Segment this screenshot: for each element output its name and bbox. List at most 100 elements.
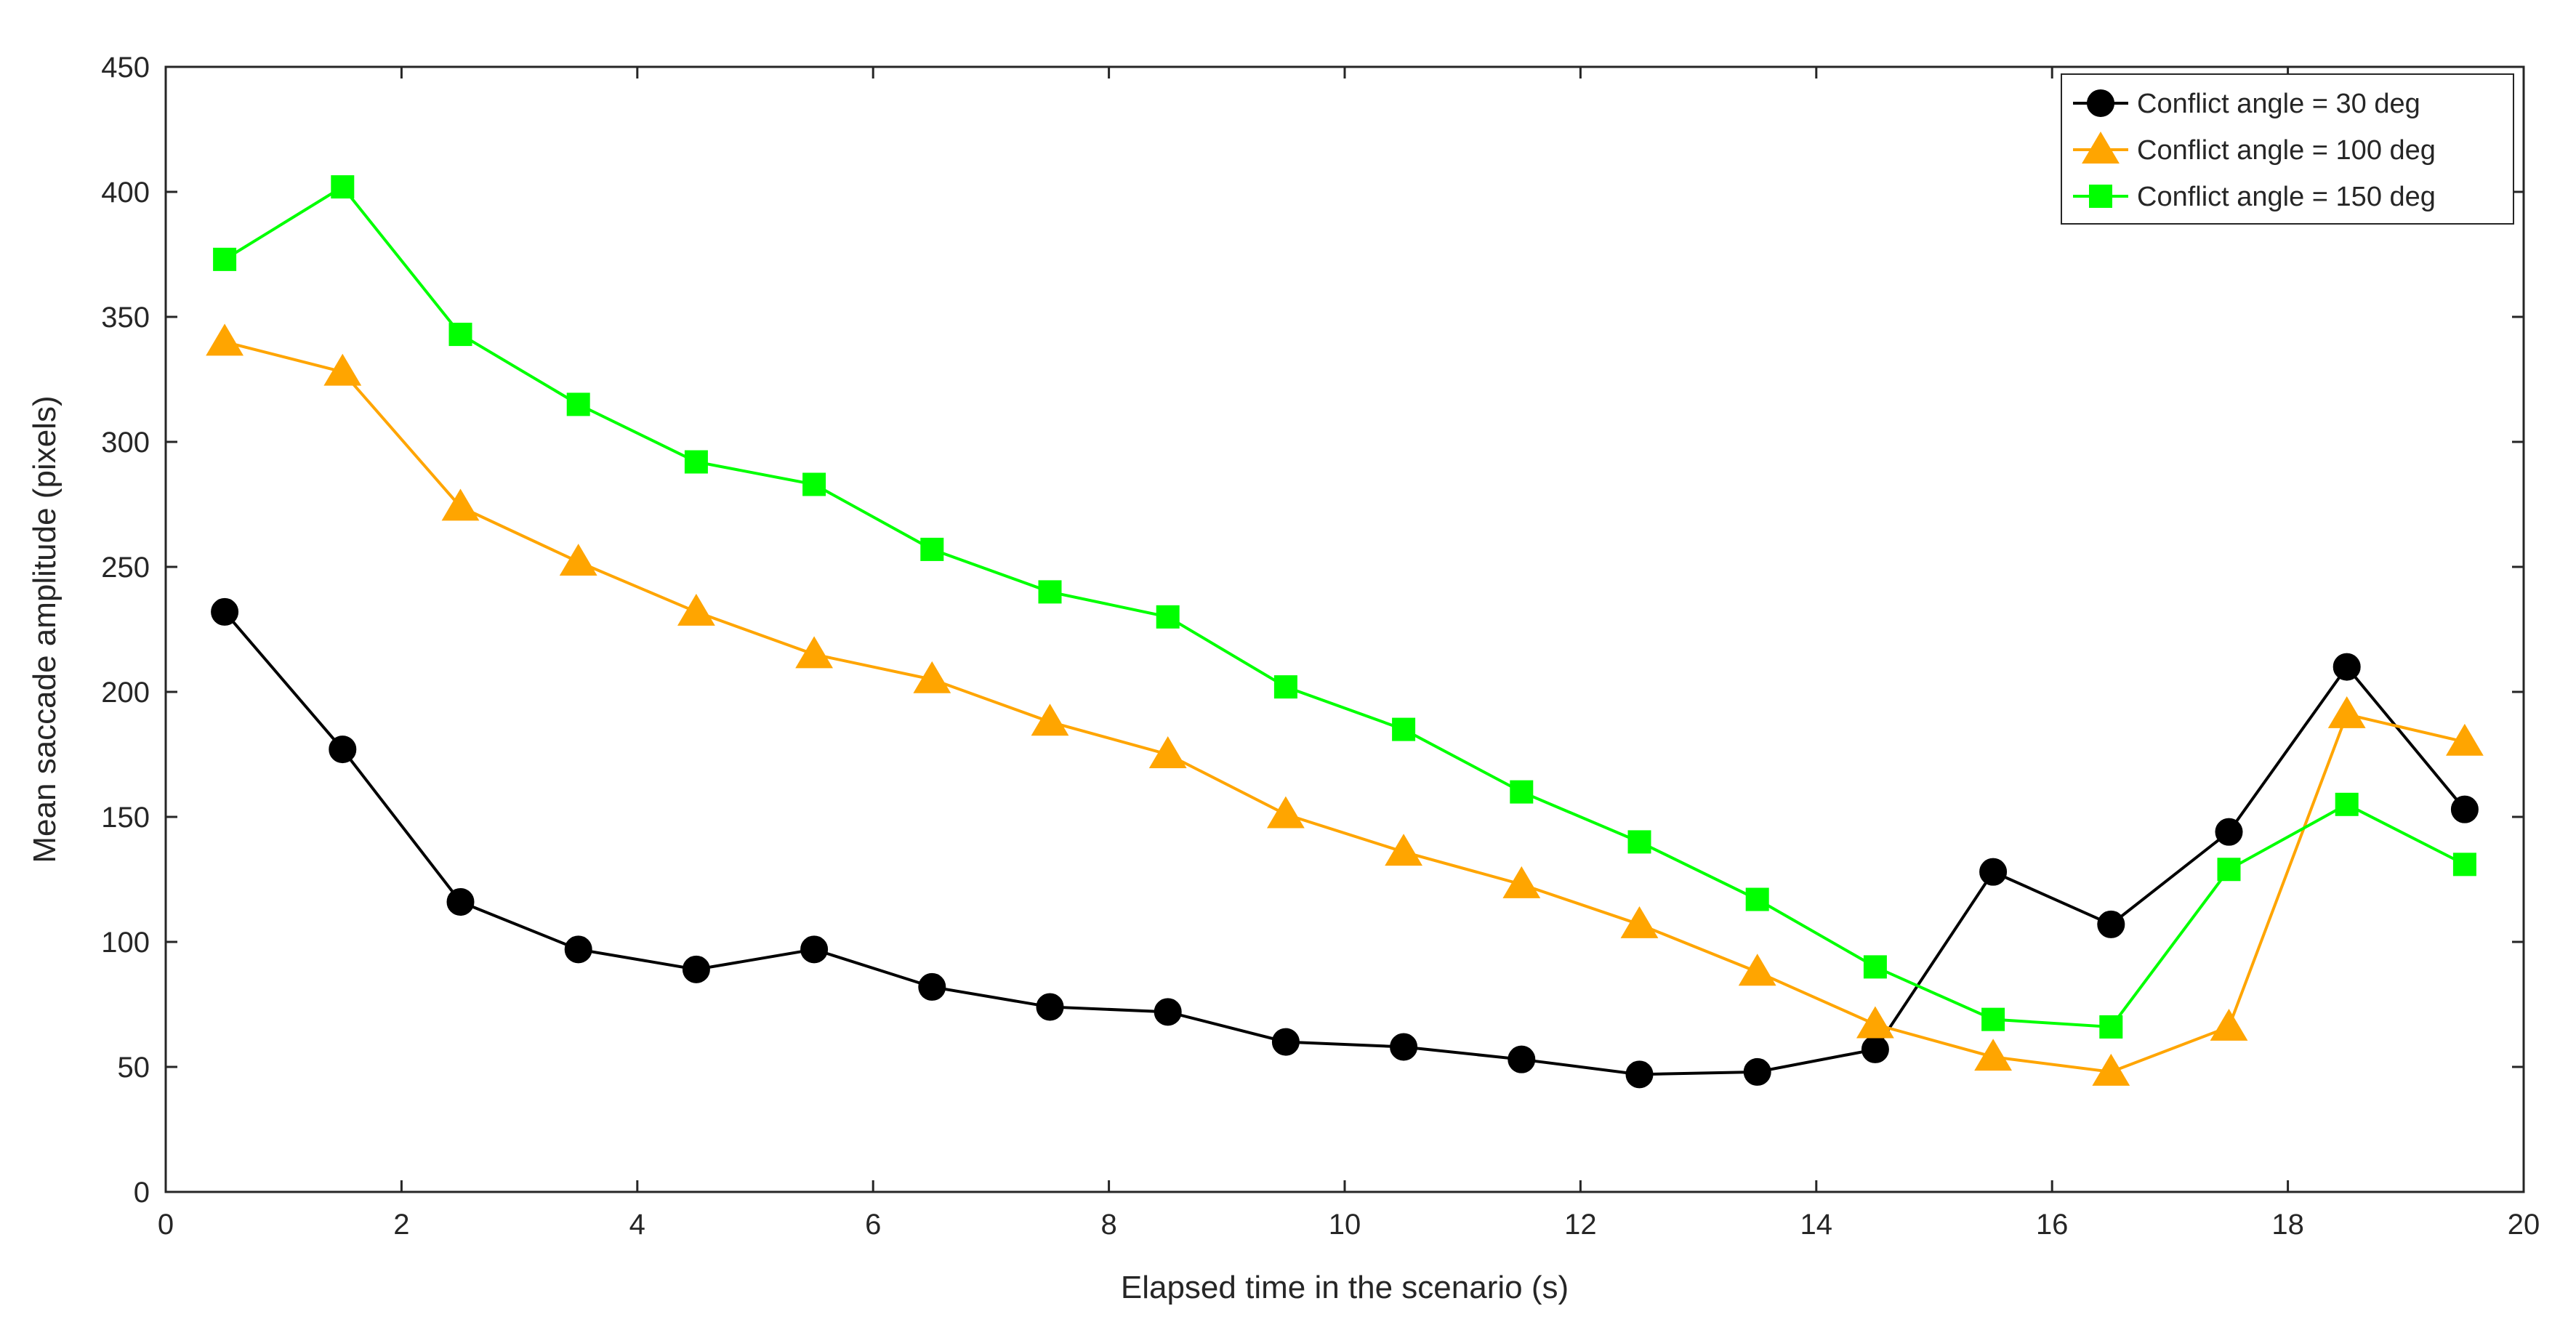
data-point: [1861, 1035, 1889, 1063]
x-tick-label: 14: [1800, 1209, 1833, 1241]
data-point: [2097, 910, 2125, 938]
data-point: [1625, 1060, 1654, 1089]
data-point: [1385, 834, 1423, 866]
x-tick-label: 4: [629, 1209, 645, 1241]
y-tick-label: 50: [118, 1052, 150, 1084]
data-point: [1038, 580, 1062, 604]
data-point: [323, 353, 362, 386]
series-line: [223, 610, 2466, 1076]
legend-box: [2061, 73, 2514, 225]
legend-label: Conflict angle = 30 deg: [2137, 89, 2420, 119]
data-point: [913, 661, 951, 693]
series-layer: [206, 175, 2484, 1089]
data-point: [1745, 887, 1769, 911]
data-point: [213, 247, 237, 271]
data-point: [559, 544, 597, 576]
data-point: [1627, 830, 1651, 854]
y-tick-label: 250: [101, 552, 150, 584]
data-point: [211, 597, 239, 626]
data-point: [2327, 696, 2366, 728]
data-point: [2217, 858, 2241, 882]
x-tick-label: 18: [2271, 1209, 2304, 1241]
data-point: [2335, 792, 2359, 816]
y-tick-label: 400: [101, 177, 150, 209]
data-point: [331, 175, 355, 199]
data-point: [1979, 858, 2008, 886]
data-point: [918, 972, 946, 1001]
y-tick-label: 0: [134, 1177, 150, 1209]
x-tick-label: 20: [2508, 1209, 2540, 1241]
y-tick-label: 100: [101, 927, 150, 959]
data-point: [802, 472, 826, 496]
data-point: [1510, 780, 1534, 804]
data-point: [1974, 1039, 2013, 1071]
x-tick-label: 0: [158, 1209, 174, 1241]
data-point: [1273, 675, 1297, 699]
data-point: [1743, 1057, 1771, 1086]
data-point: [2450, 795, 2479, 823]
data-point: [1856, 1006, 1894, 1039]
axes: 0 2 4 6 8 10 12 14 16 18 2005010015020025030035040…: [101, 52, 2540, 1241]
x-tick-label: 10: [1329, 1209, 1361, 1241]
data-point: [2099, 1015, 2123, 1039]
legend-marker: [2082, 132, 2120, 164]
data-point: [1036, 993, 1064, 1021]
y-tick-label: 150: [101, 802, 150, 834]
data-point: [2333, 653, 2361, 681]
legend-marker: [2087, 89, 2114, 117]
data-point: [564, 935, 592, 964]
data-point: [800, 935, 829, 964]
data-point: [1031, 704, 1069, 736]
y-axis-title: Mean saccade amplitude (pixels): [27, 395, 63, 863]
x-tick-label: 12: [1564, 1209, 1597, 1241]
data-point: [1266, 796, 1305, 829]
series-line: [224, 340, 2466, 1073]
data-point: [1156, 605, 1180, 629]
series-0: [211, 597, 2479, 1089]
data-point: [684, 450, 708, 474]
data-point: [329, 736, 357, 764]
data-point: [1620, 906, 1659, 938]
series-line: [224, 185, 2466, 1029]
data-point: [448, 323, 472, 347]
legend-label: Conflict angle = 100 deg: [2137, 135, 2436, 166]
data-point: [1271, 1028, 1300, 1056]
data-point: [2092, 1053, 2130, 1086]
data-point: [2210, 1008, 2248, 1041]
data-point: [1148, 736, 1187, 768]
legend-marker: [2089, 185, 2112, 208]
data-point: [1502, 866, 1541, 898]
data-point: [1981, 1007, 2005, 1031]
data-point: [2445, 723, 2484, 756]
data-point: [677, 593, 715, 626]
data-point: [2215, 818, 2243, 846]
x-tick-label: 8: [1100, 1209, 1116, 1241]
data-point: [206, 323, 244, 356]
y-tick-label: 350: [101, 302, 150, 334]
data-point: [2452, 853, 2476, 876]
data-point: [446, 887, 475, 916]
y-tick-label: 450: [101, 52, 150, 84]
x-tick-label: 2: [393, 1209, 409, 1241]
data-point: [1390, 1033, 1418, 1061]
y-tick-label: 300: [101, 427, 150, 459]
x-tick-label: 16: [2036, 1209, 2069, 1241]
data-point: [441, 488, 480, 521]
series-1: [206, 323, 2484, 1086]
data-point: [682, 955, 710, 983]
x-tick-label: 6: [865, 1209, 881, 1241]
x-axis-title: Elapsed time in the scenario (s): [1121, 1270, 1569, 1305]
data-point: [1738, 954, 1776, 986]
legend-label: Conflict angle = 150 deg: [2137, 182, 2436, 212]
y-tick-label: 200: [101, 677, 150, 709]
data-point: [1154, 998, 1182, 1026]
data-point: [566, 392, 590, 416]
plot-frame: [164, 65, 2525, 1193]
series-2: [213, 175, 2476, 1039]
data-point: [1392, 717, 1416, 741]
data-point: [795, 636, 834, 669]
data-point: [1508, 1045, 1536, 1073]
data-point: [1863, 955, 1887, 979]
